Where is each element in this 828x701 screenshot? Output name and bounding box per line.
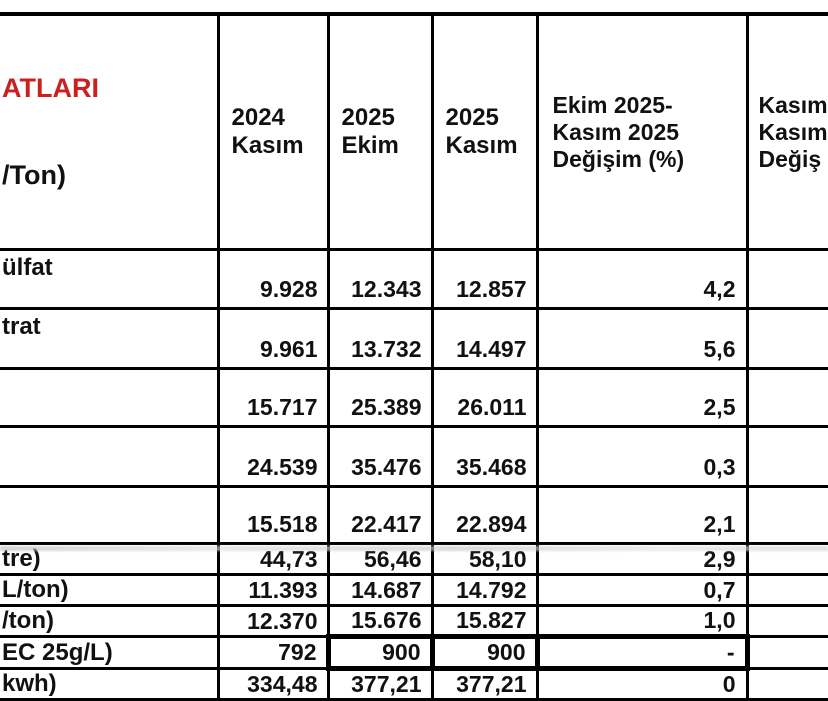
cell-nov2025: 15.827 (430, 604, 539, 638)
cell-nov2025: 35.468 (430, 425, 539, 488)
cell-change-oct-nov: 0,7 (535, 573, 749, 607)
cell-nov2025: 14.792 (430, 573, 539, 607)
cell-change-nov-nov (745, 667, 828, 701)
cell-change-nov-nov (745, 367, 828, 428)
row-label: /ton) (0, 604, 220, 638)
header-2024-kasim: 2024 Kasım (216, 12, 330, 251)
cell-change-oct-nov: 5,6 (535, 307, 749, 370)
table-title-unit: /Ton) (2, 160, 66, 190)
cell-nov2025: 14.497 (430, 307, 539, 370)
header-row: ATLARI /Ton) 2024 Kasım 2025 Ekim 2025 K… (0, 12, 828, 251)
cell-oct2025: 900 (325, 634, 435, 671)
header-product-column: ATLARI /Ton) (0, 12, 220, 251)
row-label (0, 485, 220, 545)
cell-oct2025: 12.343 (326, 248, 434, 310)
cell-change-oct-nov: 0,3 (535, 425, 749, 488)
table-title-red: ATLARI (2, 73, 99, 103)
cell-change-nov-nov (745, 635, 828, 670)
next-row-border-artifact (0, 546, 828, 551)
header-change-ekim-kasim: Ekim 2025- Kasım 2025 Değişim (%) (535, 12, 749, 251)
cell-change-nov-nov (745, 248, 828, 310)
cell-change-oct-nov: 1,0 (535, 604, 749, 638)
cell-oct2025: 22.417 (326, 485, 434, 545)
table-row: ülfat 9.928 12.343 12.857 4,2 (0, 248, 828, 310)
cropped-price-table-screenshot: ATLARI /Ton) 2024 Kasım 2025 Ekim 2025 K… (0, 12, 828, 701)
cell-change-oct-nov: 4,2 (535, 248, 749, 310)
cell-nov2024: 334,48 (216, 667, 330, 701)
cell-nov2024: 9.961 (216, 307, 330, 370)
row-label: ülfat (0, 248, 220, 310)
cell-change-nov-nov (745, 604, 828, 638)
cell-oct2025: 35.476 (326, 425, 434, 488)
cell-change-oct-nov: 0 (535, 667, 749, 701)
table-row: 15.717 25.389 26.011 2,5 (0, 367, 828, 428)
row-label (0, 367, 220, 428)
cell-change-nov-nov (745, 573, 828, 607)
cell-oct2025: 13.732 (326, 307, 434, 370)
cell-nov2024: 792 (216, 635, 330, 670)
table-row: trat 9.961 13.732 14.497 5,6 (0, 307, 828, 370)
cell-nov2024: 9.928 (216, 248, 330, 310)
cell-nov2025: 12.857 (430, 248, 539, 310)
row-label: trat (0, 307, 220, 370)
cell-nov2024: 24.539 (216, 425, 330, 488)
row-label: kwh) (0, 667, 220, 701)
cell-nov2025: 377,21 (430, 667, 539, 701)
row-label: EC 25g/L) (0, 635, 220, 670)
cell-change-oct-nov: - (534, 634, 750, 671)
cell-change-oct-nov: 2,5 (535, 367, 749, 428)
header-2025-ekim: 2025 Ekim (326, 12, 434, 251)
table-row: kwh) 334,48 377,21 377,21 0 (0, 667, 828, 701)
header-change-kasim-kasim: Kasım Kasım Değiş (745, 12, 828, 251)
cell-nov2025: 26.011 (430, 367, 539, 428)
row-label (0, 425, 220, 488)
price-table: ATLARI /Ton) 2024 Kasım 2025 Ekim 2025 K… (0, 12, 828, 701)
cell-nov2024: 12.370 (216, 604, 330, 638)
cell-nov2024: 15.518 (216, 485, 330, 545)
header-2025-kasim: 2025 Kasım (430, 12, 539, 251)
table-row: L/ton) 11.393 14.687 14.792 0,7 (0, 573, 828, 607)
table-row: /ton) 12.370 15.676 15.827 1,0 (0, 604, 828, 638)
table-row-highlighted: EC 25g/L) 792 900 900 - (0, 634, 828, 671)
cell-change-oct-nov: 2,1 (535, 485, 749, 545)
cell-nov2024: 11.393 (216, 573, 330, 607)
cell-oct2025: 25.389 (326, 367, 434, 428)
cell-nov2025: 900 (429, 634, 540, 671)
row-label: L/ton) (0, 573, 220, 607)
table-row: 24.539 35.476 35.468 0,3 (0, 425, 828, 488)
cell-oct2025: 15.676 (326, 604, 434, 638)
cell-oct2025: 377,21 (326, 667, 434, 701)
table-row: 15.518 22.417 22.894 2,1 (0, 485, 828, 545)
cell-change-nov-nov (745, 485, 828, 545)
cell-nov2025: 22.894 (430, 485, 539, 545)
cell-change-nov-nov (745, 425, 828, 488)
cell-change-nov-nov (745, 307, 828, 370)
cell-oct2025: 14.687 (326, 573, 434, 607)
cell-nov2024: 15.717 (216, 367, 330, 428)
